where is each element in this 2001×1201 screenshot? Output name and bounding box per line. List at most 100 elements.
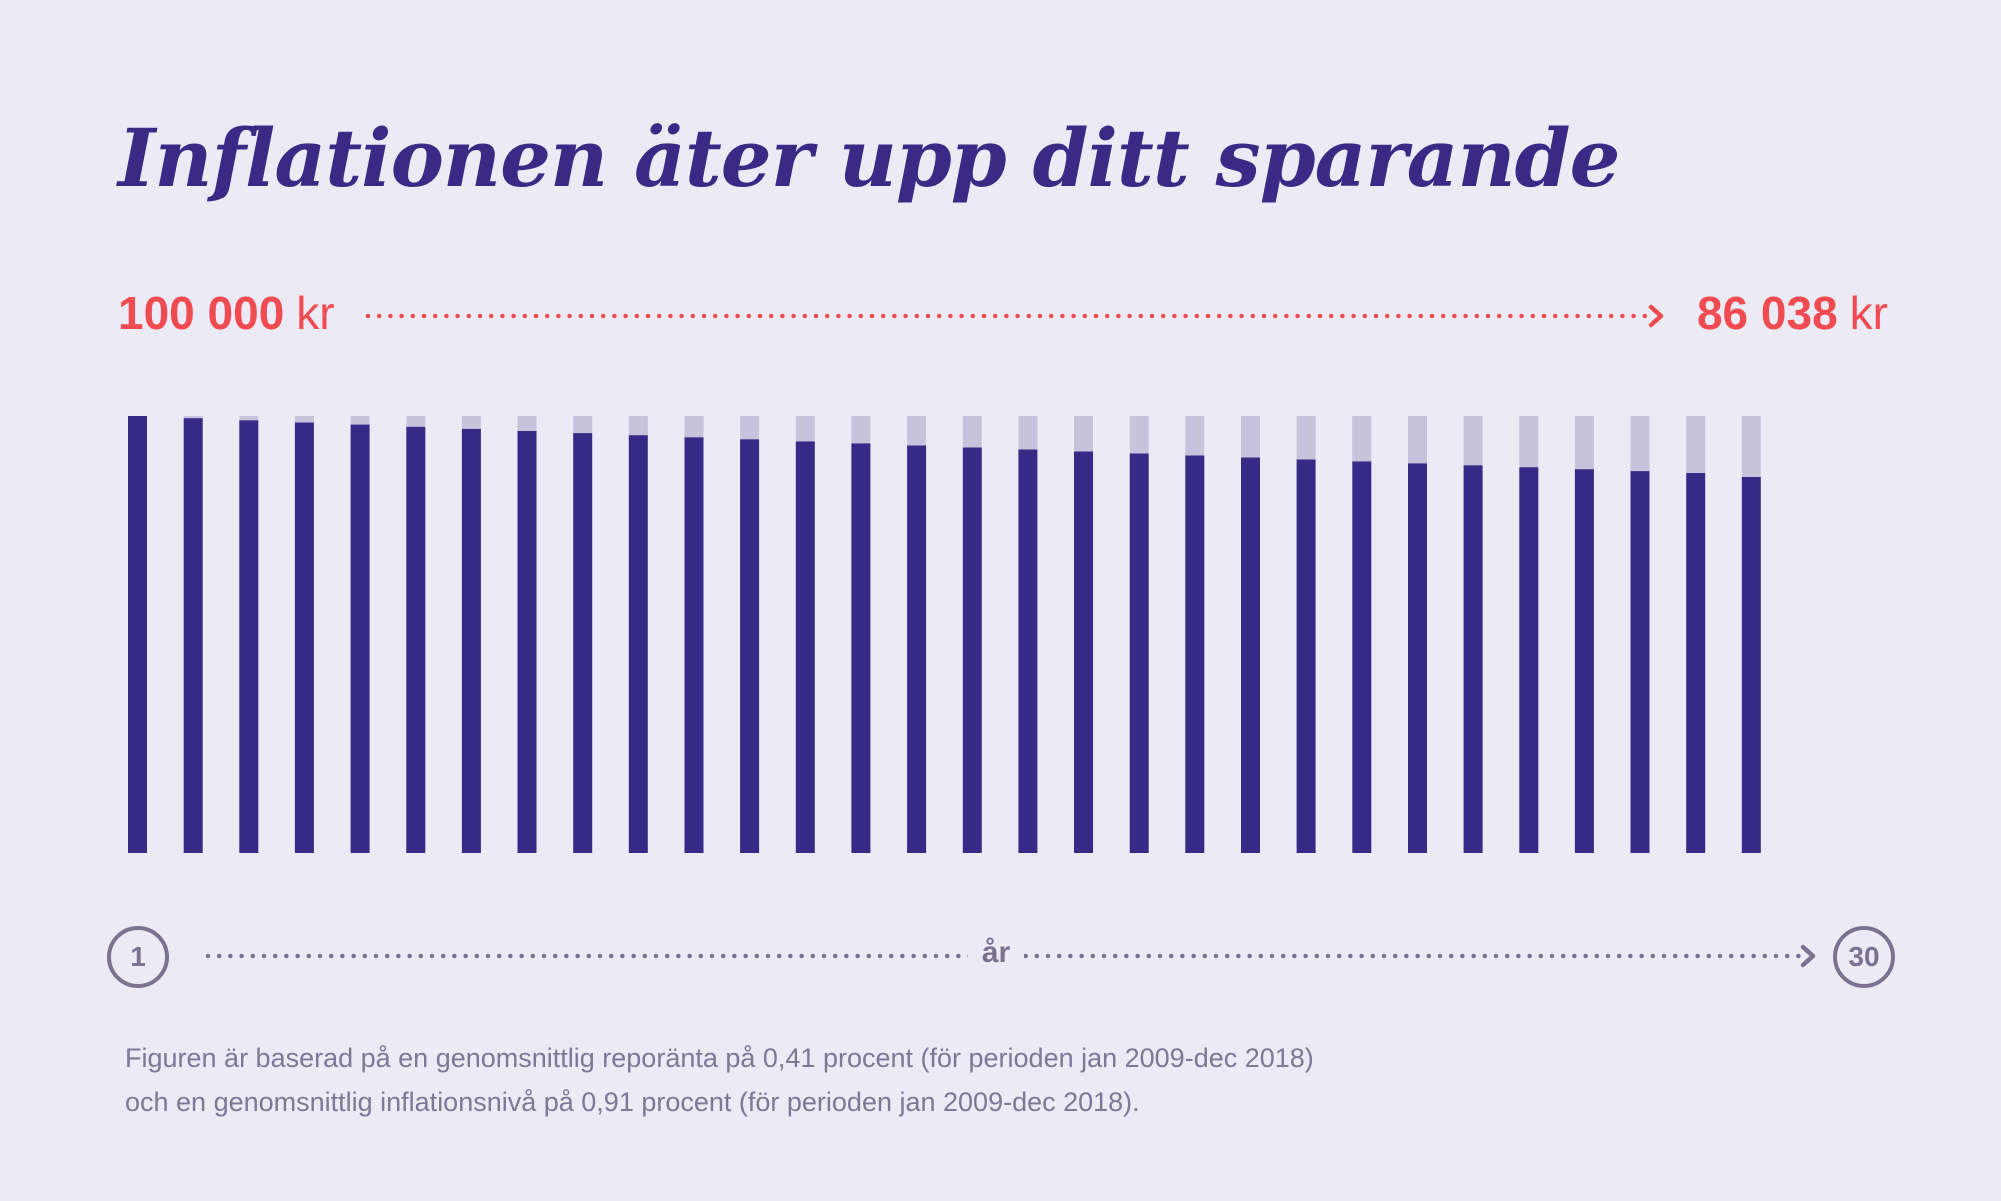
bar-year-27 [1574, 416, 1594, 853]
bar-year-19 [1129, 416, 1149, 853]
inflation-loss-segment [907, 416, 927, 446]
real-value-segment [1296, 459, 1316, 853]
real-value-segment [907, 445, 927, 853]
inflation-loss-segment [573, 416, 593, 434]
real-value-segment [1352, 461, 1372, 853]
bar-year-18 [1074, 416, 1093, 853]
inflation-loss-segment [517, 416, 537, 431]
real-value-segment [684, 437, 704, 853]
real-value-segment [1519, 467, 1539, 853]
real-value-segment [1185, 455, 1205, 853]
inflation-loss-segment [183, 416, 203, 419]
real-value-segment [350, 424, 370, 853]
bar-year-12 [740, 416, 760, 853]
real-value-segment [1408, 463, 1427, 853]
bar-year-24 [1408, 416, 1427, 853]
bar-year-5 [350, 416, 370, 853]
bar-year-3 [239, 416, 259, 853]
inflation-loss-segment [1074, 416, 1093, 452]
bar-year-29 [1686, 416, 1706, 853]
inflation-loss-segment [1129, 416, 1149, 454]
bar-year-22 [1296, 416, 1316, 853]
real-value-segment [183, 418, 203, 853]
bar-year-13 [795, 416, 815, 853]
inflation-loss-segment [962, 416, 982, 448]
bar-year-30 [1741, 416, 1761, 853]
inflation-loss-segment [1741, 416, 1761, 477]
bar-year-2 [183, 416, 203, 853]
start-amount-value: 100 000 [118, 287, 285, 339]
inflation-loss-segment [239, 416, 259, 421]
inflation-loss-segment [1408, 416, 1427, 464]
inflation-loss-segment [1463, 416, 1483, 466]
inflation-loss-segment [1519, 416, 1539, 468]
x-axis-label: år [968, 933, 1024, 973]
real-value-segment [1074, 451, 1093, 853]
real-value-segment [795, 441, 815, 853]
inflation-loss-segment [1686, 416, 1706, 473]
real-value-segment [239, 420, 259, 853]
year-start-badge: 1 [107, 926, 169, 988]
bar-chart [128, 416, 1761, 853]
real-value-segment [406, 426, 426, 853]
bar-year-10 [628, 416, 648, 853]
real-value-segment [573, 433, 593, 853]
bar-year-7 [461, 416, 481, 853]
bar-year-28 [1630, 416, 1650, 853]
real-value-segment [1686, 473, 1706, 853]
inflation-loss-segment [851, 416, 871, 444]
end-amount-value: 86 038 [1696, 287, 1838, 339]
inflation-loss-segment [1018, 416, 1038, 450]
inflation-loss-segment [350, 416, 370, 425]
bar-year-17 [1018, 416, 1038, 853]
start-amount-unit: kr [296, 287, 335, 339]
real-value-segment [628, 435, 648, 853]
real-value-segment [461, 428, 481, 853]
inflation-loss-segment [628, 416, 648, 436]
bar-year-11 [684, 416, 704, 853]
bar-year-20 [1185, 416, 1205, 853]
inflation-loss-segment [795, 416, 815, 442]
bar-year-25 [1463, 416, 1483, 853]
bar-year-21 [1241, 416, 1260, 853]
inflation-loss-segment [1296, 416, 1316, 460]
real-value-segment [294, 422, 314, 853]
bar-year-14 [851, 416, 871, 853]
bar-year-1 [128, 416, 147, 853]
bar-year-16 [962, 416, 982, 853]
footnote-line-1: Figuren är baserad på en genomsnittlig r… [125, 1043, 1314, 1073]
bar-year-23 [1352, 416, 1372, 853]
bar-year-26 [1519, 416, 1539, 853]
real-value-segment [517, 431, 537, 853]
real-value-segment [740, 439, 760, 853]
start-amount: 100 000 kr [118, 283, 335, 343]
real-value-segment [1741, 477, 1761, 853]
inflation-loss-segment [1185, 416, 1205, 456]
inflation-loss-segment [1241, 416, 1260, 458]
inflation-loss-segment [684, 416, 704, 438]
real-value-segment [1574, 469, 1594, 853]
real-value-segment [1241, 457, 1260, 853]
footnote: Figuren är baserad på en genomsnittlig r… [125, 1036, 1314, 1124]
bar-year-6 [406, 416, 426, 853]
inflation-loss-segment [740, 416, 760, 440]
real-value-segment [851, 443, 871, 853]
real-value-segment [128, 416, 147, 853]
real-value-segment [1018, 449, 1038, 853]
footnote-line-2: och en genomsnittlig inflationsnivå på 0… [125, 1087, 1140, 1117]
end-amount: 86 038 kr [1697, 283, 1888, 343]
inflation-loss-segment [294, 416, 314, 423]
bar-year-4 [294, 416, 314, 853]
real-value-segment [962, 447, 982, 853]
bar-year-15 [907, 416, 927, 853]
real-value-segment [1463, 465, 1483, 853]
real-value-segment [1129, 453, 1149, 853]
inflation-loss-segment [1352, 416, 1372, 462]
real-value-segment [1630, 471, 1650, 853]
bar-year-8 [517, 416, 537, 853]
amount-dotted-arrow [365, 304, 1664, 328]
end-amount-unit: kr [1849, 287, 1888, 339]
inflation-loss-segment [1574, 416, 1594, 470]
inflation-loss-segment [406, 416, 426, 427]
bar-year-9 [573, 416, 593, 853]
